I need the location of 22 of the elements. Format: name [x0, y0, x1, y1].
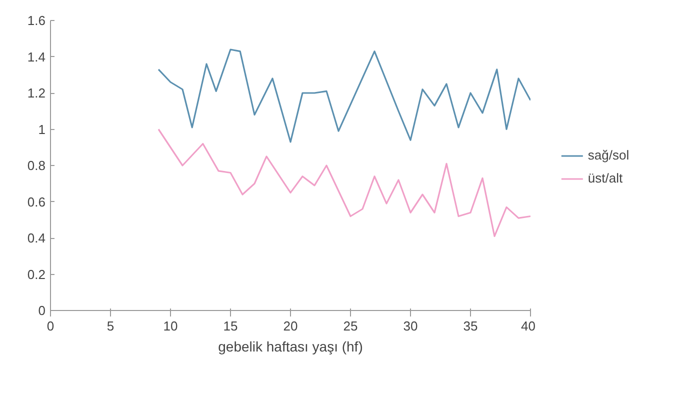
line-series [158, 48, 530, 143]
y-tick-label: 1.4 [27, 49, 46, 64]
x-tick-label: 10 [163, 318, 178, 334]
x-tick-label: 30 [403, 318, 418, 334]
x-tick-label: 5 [106, 318, 114, 334]
y-tick-label: 0.6 [27, 194, 46, 210]
y-tick-label: 0 [38, 303, 46, 318]
x-tick-label: 15 [223, 318, 238, 334]
x-tick-label: 20 [283, 318, 298, 334]
y-tick-label: 0.4 [27, 230, 46, 246]
y-tick-label: 1.2 [27, 86, 46, 100]
line-series [158, 128, 530, 237]
y-tick-label: 1.6 [27, 13, 46, 28]
legend-label: üst/alt [588, 170, 623, 186]
x-axis-title: gebelik haftası yaşı (hf) [218, 338, 363, 354]
x-tick-label: 40 [521, 318, 536, 334]
x-tick-label: 35 [463, 318, 478, 334]
y-tick-label: 0.8 [27, 158, 46, 173]
x-tick-label: 25 [343, 318, 358, 334]
y-tick-label: 0.2 [27, 266, 46, 282]
y-tick-label: 1 [38, 122, 46, 137]
legend-label: sağ/sol [588, 148, 630, 162]
